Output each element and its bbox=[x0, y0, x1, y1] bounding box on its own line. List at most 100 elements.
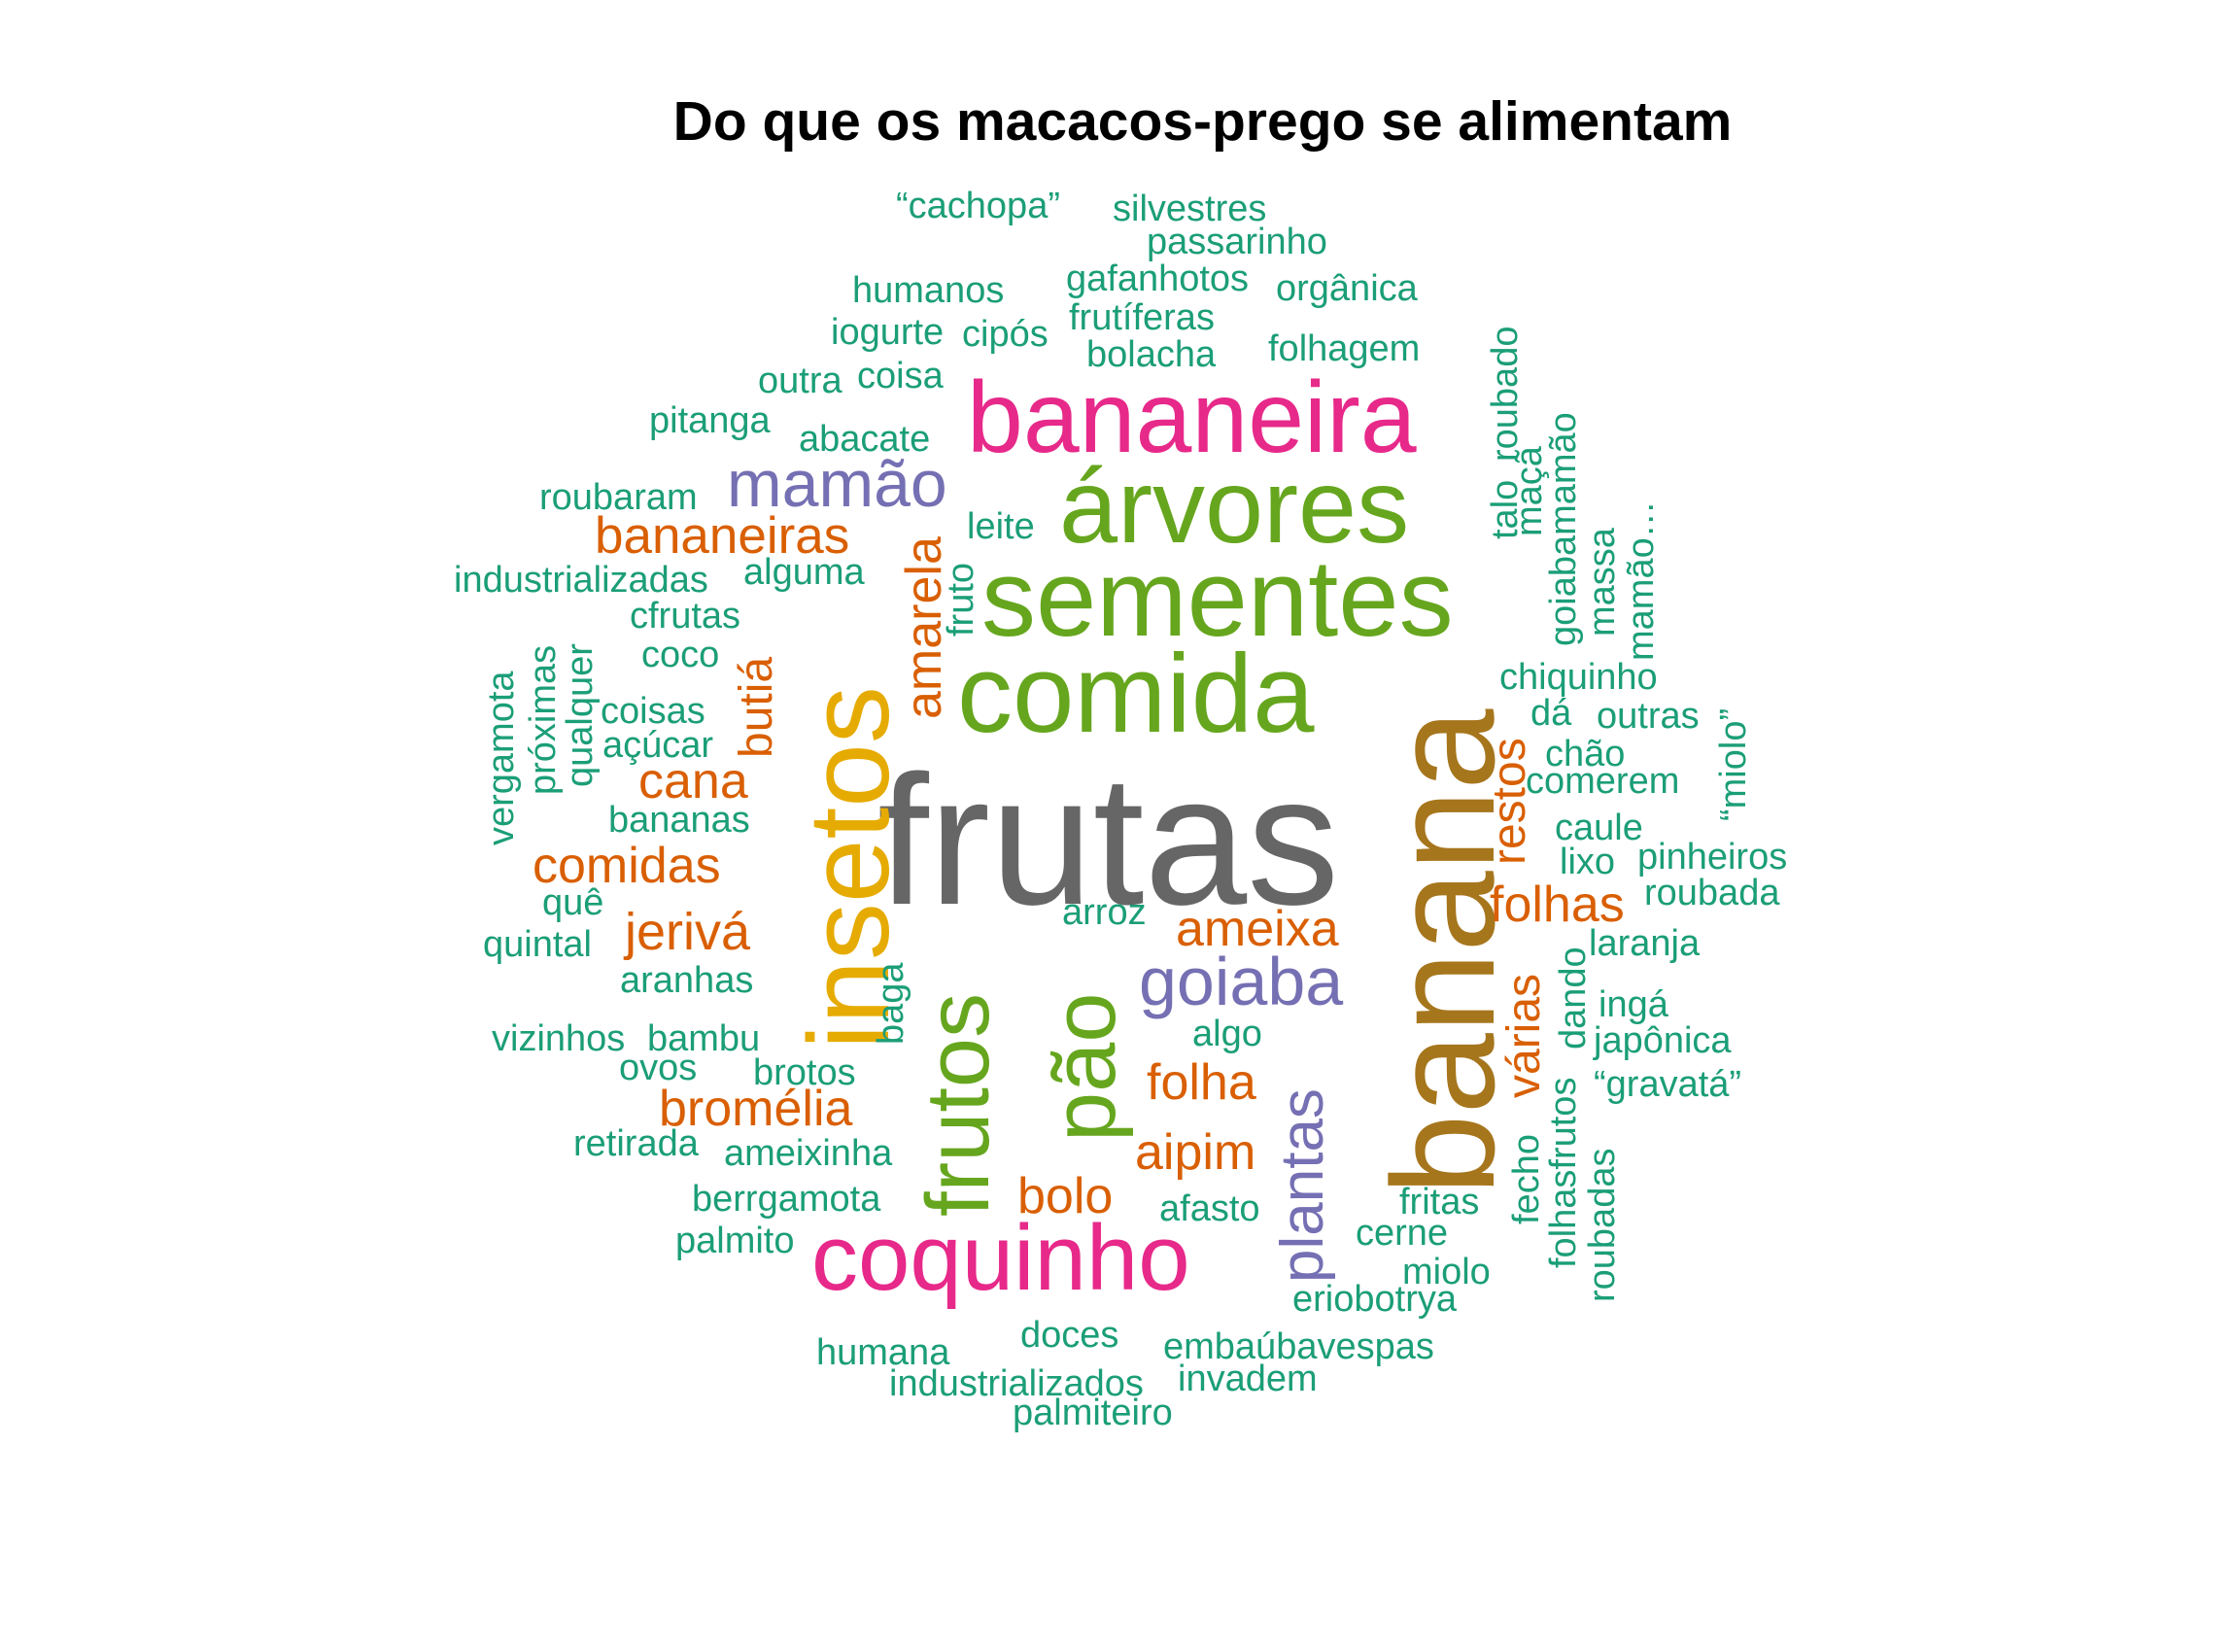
word-cipos: cipós bbox=[962, 314, 1049, 355]
word-alguma: alguma bbox=[743, 552, 865, 593]
word-que: quê bbox=[542, 882, 604, 923]
word-folhasfrutos: folhasfrutos bbox=[1543, 1077, 1584, 1268]
word-jeriva: jerivá bbox=[625, 903, 751, 961]
word-eriobotrya: eriobotrya bbox=[1292, 1279, 1457, 1320]
word-proximas: próximas bbox=[523, 644, 564, 795]
word-palmiteiro: palmiteiro bbox=[1013, 1393, 1173, 1433]
word-goiabamamao: goiabamamão bbox=[1543, 412, 1584, 646]
word-massa: massa bbox=[1582, 528, 1623, 637]
word-dando: dando bbox=[1553, 946, 1594, 1050]
word-quintal: quintal bbox=[483, 924, 592, 965]
word-silvestres: silvestres bbox=[1113, 189, 1267, 229]
word-bromelia: bromélia bbox=[659, 1081, 853, 1137]
word-cfrutas: cfrutas bbox=[630, 596, 741, 637]
word-pitanga: pitanga bbox=[649, 400, 771, 441]
word-frutas: frutas bbox=[877, 738, 1340, 944]
word-invadem: invadem bbox=[1178, 1359, 1318, 1399]
word-coco: coco bbox=[641, 635, 720, 675]
word-pinheiros: pinheiros bbox=[1637, 837, 1788, 878]
word-vizinhos: vizinhos bbox=[492, 1018, 626, 1059]
word-comida: comida bbox=[957, 633, 1315, 756]
word-caule: caule bbox=[1555, 808, 1643, 848]
word-coquinho: coquinho bbox=[811, 1206, 1190, 1310]
word-algo: algo bbox=[1192, 1014, 1262, 1054]
word-acucar: açúcar bbox=[602, 725, 714, 766]
word-aipim: aipim bbox=[1135, 1124, 1256, 1181]
word-iogurte: iogurte bbox=[831, 312, 945, 353]
word-bananeiras: bananeiras bbox=[595, 507, 850, 565]
word-cerne: cerne bbox=[1356, 1213, 1449, 1254]
word-lixo: lixo bbox=[1560, 842, 1616, 882]
word-cachopa: “cachopa” bbox=[896, 186, 1060, 226]
word-arroz: arroz bbox=[1062, 892, 1147, 933]
word-industrializadas: industrializadas bbox=[454, 560, 708, 601]
word-brotos: brotos bbox=[753, 1052, 856, 1093]
word-roubadas: roubadas bbox=[1582, 1148, 1623, 1302]
word-butia: butiá bbox=[731, 656, 782, 758]
word-comidas: comidas bbox=[533, 838, 721, 894]
word-bananeira: bananeira bbox=[967, 361, 1417, 474]
word-plantas: plantas bbox=[1269, 1088, 1336, 1283]
word-varias: várias bbox=[1498, 973, 1550, 1098]
word-inga: ingá bbox=[1599, 984, 1668, 1025]
word-mamao_ellipsis: mamão… bbox=[1621, 500, 1662, 661]
word-laranja: laranja bbox=[1589, 923, 1701, 964]
word-pao: pão bbox=[1035, 992, 1134, 1143]
word-goiaba: goiaba bbox=[1139, 944, 1344, 1019]
word-frutos: frutos bbox=[909, 992, 1008, 1217]
word-doces: doces bbox=[1020, 1315, 1119, 1356]
word-da: dá bbox=[1530, 693, 1572, 734]
word-humanos: humanos bbox=[852, 270, 1005, 311]
word-arvores: árvores bbox=[1059, 447, 1410, 565]
word-leite: leite bbox=[967, 506, 1035, 547]
word-bolacha: bolacha bbox=[1086, 334, 1217, 375]
word-folha: folha bbox=[1147, 1054, 1256, 1111]
word-industrializados: industrializados bbox=[889, 1363, 1144, 1404]
word-ovos: ovos bbox=[619, 1048, 698, 1088]
word-outras: outras bbox=[1597, 696, 1700, 737]
word-gravata: “gravatá” bbox=[1594, 1064, 1742, 1105]
word-miolo_quoted: “miolo” bbox=[1713, 707, 1754, 821]
word-fecho: fecho bbox=[1506, 1134, 1547, 1224]
word-bananas: bananas bbox=[608, 800, 750, 841]
word-coisa: coisa bbox=[857, 356, 944, 396]
word-frutiferas: frutíferas bbox=[1069, 297, 1215, 338]
word-japonica: japônica bbox=[1594, 1020, 1732, 1061]
word-chiquinho: chiquinho bbox=[1499, 657, 1658, 698]
word-outra: outra bbox=[758, 361, 842, 401]
word-ameixa: ameixa bbox=[1176, 901, 1339, 957]
word-humana: humana bbox=[816, 1332, 950, 1373]
word-palmito: palmito bbox=[675, 1221, 795, 1261]
word-baga: baga bbox=[871, 962, 911, 1045]
word-folhagem: folhagem bbox=[1268, 328, 1421, 369]
word-passarinho: passarinho bbox=[1147, 222, 1327, 262]
word-abacate: abacate bbox=[799, 419, 931, 460]
word-mamao: mamão bbox=[727, 447, 947, 521]
word-retirada: retirada bbox=[573, 1123, 699, 1164]
word-ameixinha: ameixinha bbox=[724, 1133, 893, 1174]
word-embaubavespas: embaúbavespas bbox=[1163, 1326, 1434, 1367]
word-roubaram: roubaram bbox=[539, 477, 698, 518]
chart-title: Do que os macacos-prego se alimentam bbox=[672, 90, 1733, 153]
word-qualquer: qualquer bbox=[560, 643, 601, 787]
word-folhas: folhas bbox=[1490, 877, 1625, 933]
word-comerem: comerem bbox=[1526, 761, 1680, 802]
word-fritas: fritas bbox=[1399, 1182, 1480, 1222]
word-organica: orgânica bbox=[1276, 268, 1418, 309]
word-cana: cana bbox=[638, 753, 748, 809]
word-chao: chão bbox=[1545, 734, 1626, 774]
word-coisas: coisas bbox=[601, 691, 705, 732]
word-sementes: sementes bbox=[981, 537, 1454, 659]
word-berrgamota: berrgamota bbox=[692, 1179, 881, 1220]
word-aranhas: aranhas bbox=[620, 960, 754, 1001]
word-roubado: roubado bbox=[1485, 326, 1526, 462]
word-gafanhotos: gafanhotos bbox=[1066, 258, 1250, 299]
word-miolo: miolo bbox=[1402, 1252, 1491, 1292]
word-bolo: bolo bbox=[1017, 1168, 1114, 1224]
word-roubada: roubada bbox=[1644, 873, 1780, 913]
word-fruto: fruto bbox=[941, 562, 981, 637]
word-vergamota: vergamota bbox=[481, 671, 522, 845]
word-afasto: afasto bbox=[1159, 1188, 1260, 1229]
word-bambu: bambu bbox=[647, 1018, 761, 1059]
